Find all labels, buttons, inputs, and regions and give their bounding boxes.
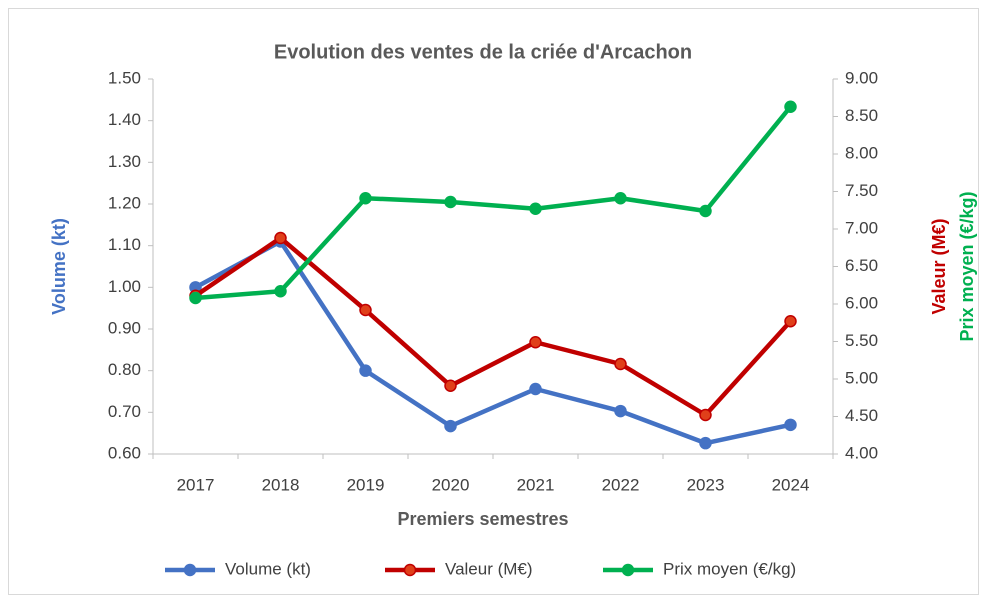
y2-tick-label: 4.00 bbox=[845, 443, 878, 462]
data-point bbox=[699, 436, 712, 450]
data-point bbox=[359, 364, 372, 377]
x-axis-title: Premiers semestres bbox=[397, 509, 568, 529]
y2-tick-label: 4.50 bbox=[845, 406, 878, 425]
x-tick-label: 2019 bbox=[347, 475, 385, 494]
x-tick-label: 2020 bbox=[432, 475, 470, 494]
y-tick-label: 1.20 bbox=[108, 193, 141, 212]
legend-marker bbox=[621, 563, 635, 577]
y-tick-label: 0.90 bbox=[108, 318, 141, 337]
data-point bbox=[359, 303, 372, 317]
legend-label: Valeur (M€) bbox=[445, 559, 533, 578]
data-point bbox=[274, 285, 287, 298]
y-tick-label: 1.00 bbox=[108, 277, 141, 296]
data-point bbox=[444, 195, 457, 209]
data-point bbox=[189, 291, 202, 305]
y-tick-label: 0.80 bbox=[108, 360, 141, 379]
y2-tick-label: 7.00 bbox=[845, 218, 878, 237]
x-tick-label: 2022 bbox=[602, 475, 640, 494]
data-point bbox=[444, 379, 457, 392]
x-tick-label: 2024 bbox=[772, 475, 810, 494]
data-point bbox=[784, 100, 797, 113]
y2-tick-label: 8.50 bbox=[845, 106, 878, 125]
data-point bbox=[699, 408, 712, 422]
y-tick-label: 0.60 bbox=[108, 443, 141, 462]
chart-border bbox=[8, 8, 979, 595]
y2-axis-title: Prix moyen (€/kg) bbox=[957, 191, 977, 341]
y-tick-label: 1.50 bbox=[108, 68, 141, 87]
data-point bbox=[359, 192, 372, 205]
data-point bbox=[784, 418, 797, 432]
series-line bbox=[193, 104, 793, 301]
x-tick-label: 2023 bbox=[687, 475, 725, 494]
y2-tick-label: 6.50 bbox=[845, 256, 878, 275]
data-point bbox=[614, 404, 627, 418]
data-point bbox=[784, 315, 797, 328]
data-point bbox=[529, 336, 542, 349]
y2-tick-label: 5.00 bbox=[845, 368, 878, 387]
y2-tick-label: 7.50 bbox=[845, 181, 878, 200]
legend-marker bbox=[183, 563, 197, 577]
data-point bbox=[444, 419, 457, 433]
data-point bbox=[529, 202, 542, 215]
y-axis-title: Volume (kt) bbox=[49, 218, 69, 315]
data-point bbox=[614, 192, 627, 205]
data-point bbox=[529, 382, 542, 396]
y2-tick-label: 8.00 bbox=[845, 143, 878, 162]
x-tick-label: 2017 bbox=[177, 475, 215, 494]
data-point bbox=[699, 204, 712, 218]
x-tick-label: 2021 bbox=[517, 475, 555, 494]
series-line bbox=[193, 235, 793, 418]
y2-tick-label: 6.00 bbox=[845, 293, 878, 312]
y-tick-label: 1.10 bbox=[108, 235, 141, 254]
y2-tick-label: 9.00 bbox=[845, 68, 878, 87]
data-point bbox=[274, 231, 287, 245]
legend-marker bbox=[403, 563, 417, 577]
y2-axis-title: Valeur (M€) bbox=[929, 218, 949, 314]
y-tick-label: 1.30 bbox=[108, 152, 141, 171]
legend-label: Prix moyen (€/kg) bbox=[663, 559, 796, 578]
x-tick-label: 2018 bbox=[262, 475, 300, 494]
y2-tick-label: 5.50 bbox=[845, 331, 878, 350]
chart-title: Evolution des ventes de la criée d'Arcac… bbox=[274, 41, 692, 63]
y-tick-label: 0.70 bbox=[108, 402, 141, 421]
series-line bbox=[193, 239, 793, 446]
y-tick-label: 1.40 bbox=[108, 110, 141, 129]
data-point bbox=[614, 357, 627, 371]
legend-label: Volume (kt) bbox=[225, 559, 311, 578]
